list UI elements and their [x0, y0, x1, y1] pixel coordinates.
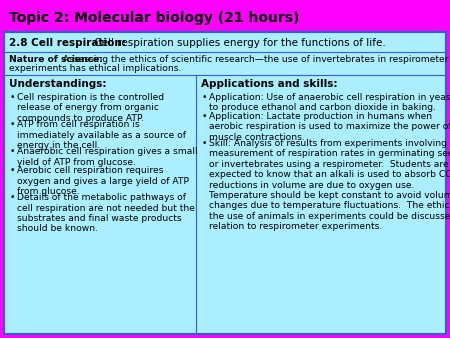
Text: Application: Use of anaerobic cell respiration in yeasts
to produce ethanol and : Application: Use of anaerobic cell respi…: [209, 93, 450, 113]
Text: Topic 2: Molecular biology (21 hours): Topic 2: Molecular biology (21 hours): [9, 11, 299, 25]
Text: •: •: [10, 166, 15, 175]
Bar: [4, 4, 446, 32]
Text: Anaerobic cell respiration gives a small
yield of ATP from glucose.: Anaerobic cell respiration gives a small…: [17, 147, 198, 167]
Text: Nature of science:: Nature of science:: [9, 55, 103, 65]
Text: •: •: [10, 193, 15, 202]
Bar: [4, 32, 446, 334]
Text: •: •: [202, 139, 207, 148]
Text: ATP from cell respiration is
immediately available as a source of
energy in the : ATP from cell respiration is immediately…: [17, 120, 186, 150]
Text: Cell respiration is the controlled
release of energy from organic
compounds to p: Cell respiration is the controlled relea…: [17, 93, 164, 123]
Text: •: •: [202, 112, 207, 121]
Text: Skill: Analysis of results from experiments involving
measurement of respiration: Skill: Analysis of results from experime…: [209, 139, 450, 231]
Text: Details of the metabolic pathways of
cell respiration are not needed but the
sub: Details of the metabolic pathways of cel…: [17, 193, 195, 234]
Text: Assessing the ethics of scientific research—the use of invertebrates in respirom: Assessing the ethics of scientific resea…: [60, 55, 449, 65]
Text: Application: Lactate production in humans when
aerobic respiration is used to ma: Application: Lactate production in human…: [209, 112, 450, 142]
Text: •: •: [10, 147, 15, 156]
Text: Cell respiration supplies energy for the functions of life.: Cell respiration supplies energy for the…: [91, 38, 386, 48]
Text: •: •: [10, 93, 15, 102]
Text: Understandings:: Understandings:: [9, 79, 107, 89]
Text: experiments has ethical implications.: experiments has ethical implications.: [9, 64, 181, 73]
Text: •: •: [10, 120, 15, 129]
Text: •: •: [202, 93, 207, 102]
Text: 2.8 Cell respiration:: 2.8 Cell respiration:: [9, 38, 126, 48]
Text: Aerobic cell respiration requires
oxygen and gives a large yield of ATP
from glu: Aerobic cell respiration requires oxygen…: [17, 166, 189, 196]
Text: Applications and skills:: Applications and skills:: [201, 79, 338, 89]
